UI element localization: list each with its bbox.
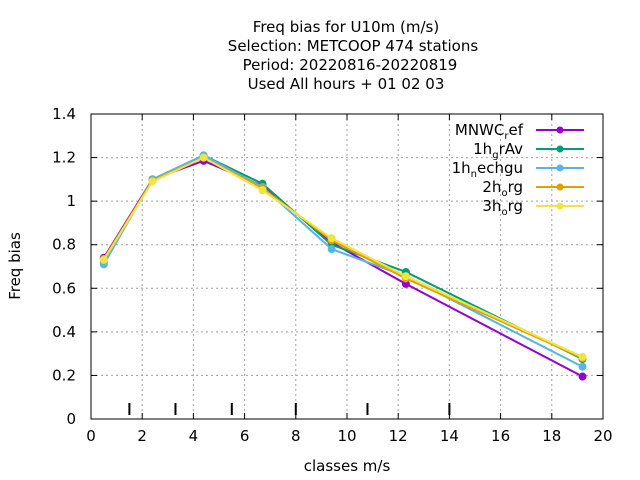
x-tick-label: 8 [291, 427, 301, 445]
series-point [578, 352, 587, 361]
x-tick-label: 14 [440, 427, 459, 445]
x-tick-label: 16 [491, 427, 510, 445]
series-point [401, 272, 410, 281]
series-point [327, 245, 336, 254]
x-tick-label: 4 [189, 427, 199, 445]
y-tick-label: 0.8 [52, 236, 76, 254]
series-point [258, 186, 267, 195]
legend-marker [556, 202, 564, 210]
y-tick-labels: 0 0.2 0.4 0.6 0.8 1 1.2 1.4 [52, 105, 76, 428]
axis-ticks [90, 113, 604, 420]
y-tick-label: 0 [66, 410, 76, 428]
class-marks [128, 403, 451, 415]
x-tick-label: 18 [542, 427, 561, 445]
x-tick-label: 20 [593, 427, 612, 445]
y-tick-label: 0.4 [52, 323, 76, 341]
title-line-1: Freq bias for U10m (m/s) [253, 18, 439, 36]
x-tick-label: 10 [337, 427, 356, 445]
legend-marker [556, 126, 564, 134]
x-tick-label: 0 [86, 427, 96, 445]
title-line-4: Used All hours + 01 02 03 [248, 75, 445, 93]
series-point [148, 177, 157, 186]
x-tick-label: 12 [389, 427, 408, 445]
y-tick-label: 0.6 [52, 279, 76, 297]
series-point [99, 255, 108, 264]
y-tick-label: 1.2 [52, 149, 76, 167]
y-axis-label: Freq bias [6, 232, 24, 300]
x-tick-label: 6 [240, 427, 250, 445]
legend-entry-label: 1hgrAv [473, 140, 523, 161]
series-lines [99, 151, 587, 381]
x-tick-label: 2 [137, 427, 147, 445]
legend-entry-label: MNWCref [455, 121, 524, 142]
x-axis-label: classes m/s [304, 457, 391, 475]
y-tick-label: 0.2 [52, 366, 76, 384]
legend-entry-label: 1hnechgu [452, 159, 523, 180]
grid [91, 114, 603, 419]
chart-title: Freq bias for U10m (m/s) Selection: METC… [228, 18, 479, 93]
series-point [578, 372, 587, 381]
y-tick-label: 1 [66, 192, 76, 210]
title-line-2: Selection: METCOOP 474 stations [228, 37, 479, 55]
x-tick-labels: 0 2 4 6 8 10 12 14 16 18 20 [86, 427, 612, 445]
legend-marker [556, 164, 564, 172]
legend-marker [556, 145, 564, 153]
legend-marker [556, 183, 564, 191]
legend-entry-label: 3horg [482, 197, 523, 218]
series-point [578, 362, 587, 371]
series-point [327, 234, 336, 243]
series-point [199, 153, 208, 162]
y-tick-label: 1.4 [52, 105, 76, 123]
series-4 [99, 153, 587, 361]
title-line-3: Period: 20220816-20220819 [243, 56, 458, 74]
legend-entry-label: 2horg [482, 178, 523, 199]
